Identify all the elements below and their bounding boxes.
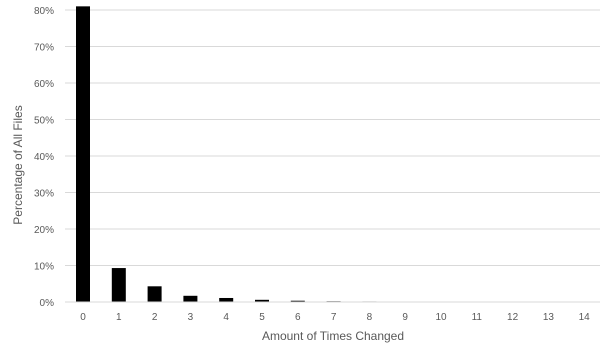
x-axis-ticks: 0 1 2 3 4 5 6 7 8 9 10 11 12 13 14 — [80, 312, 590, 323]
x-tick-label: 6 — [295, 312, 301, 323]
x-tick-label: 12 — [507, 312, 519, 323]
x-tick-label: 7 — [331, 312, 337, 323]
x-tick-label: 2 — [152, 312, 158, 323]
y-tick-label: 30% — [34, 189, 54, 200]
y-tick-label: 70% — [34, 43, 54, 54]
x-tick-label: 10 — [435, 312, 447, 323]
x-tick-label: 5 — [259, 312, 265, 323]
y-tick-label: 0% — [40, 298, 55, 309]
bar-2 — [147, 286, 162, 302]
y-axis-ticks: 0% 10% 20% 30% 40% 50% 60% 70% 80% — [34, 6, 54, 309]
bar-3 — [183, 295, 198, 302]
x-tick-label: 1 — [116, 312, 122, 323]
y-tick-label: 40% — [34, 152, 54, 163]
bar-6 — [290, 300, 305, 302]
grid-lines — [65, 9, 600, 266]
x-tick-label: 9 — [402, 312, 408, 323]
x-tick-label: 14 — [579, 312, 591, 323]
bar-0 — [76, 6, 90, 302]
y-tick-label: 50% — [34, 116, 54, 127]
bar-5 — [255, 299, 269, 302]
y-tick-label: 10% — [34, 262, 54, 273]
x-tick-label: 3 — [188, 312, 194, 323]
x-tick-label: 0 — [80, 312, 86, 323]
y-axis-title: Percentage of All Files — [11, 105, 25, 224]
x-tick-label: 8 — [367, 312, 373, 323]
x-tick-label: 13 — [543, 312, 555, 323]
bar-1 — [111, 268, 126, 302]
x-tick-label: 4 — [223, 312, 229, 323]
y-tick-label: 60% — [34, 79, 54, 90]
bar-4 — [219, 297, 234, 302]
y-tick-label: 80% — [34, 6, 54, 17]
x-axis-title: Amount of Times Changed — [262, 329, 404, 343]
bars — [76, 6, 592, 302]
y-tick-label: 20% — [34, 225, 54, 236]
x-tick-label: 11 — [472, 312, 483, 323]
